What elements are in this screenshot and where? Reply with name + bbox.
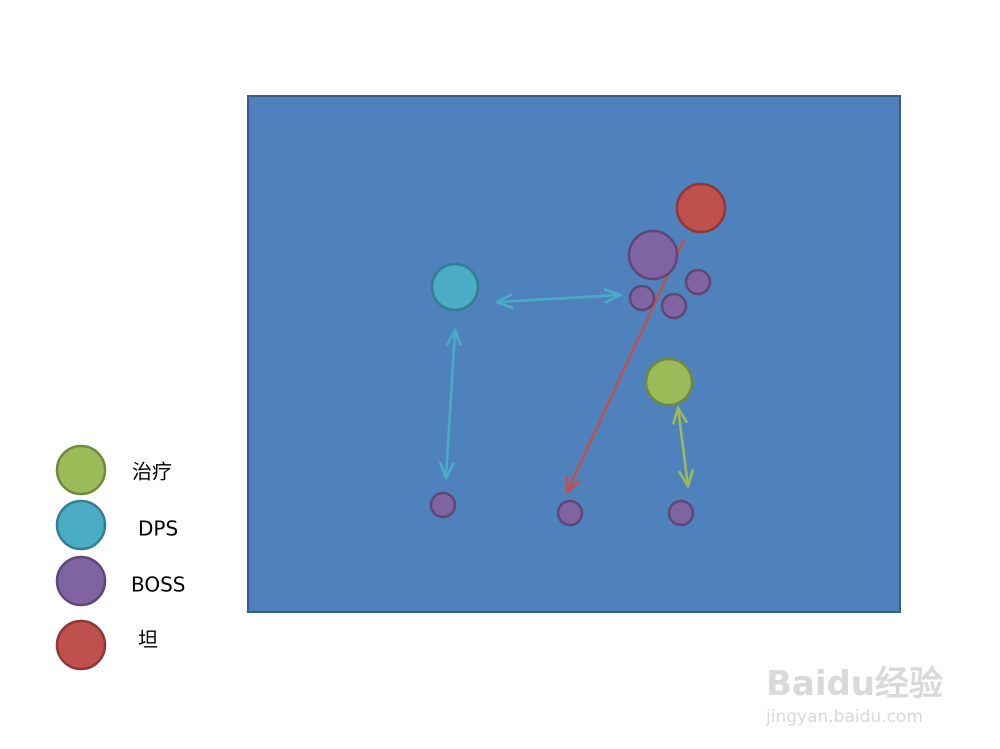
boss (667, 499, 695, 527)
units (429, 182, 727, 527)
legend-label: 治疗 (132, 460, 172, 484)
boss (660, 292, 688, 320)
tank (675, 182, 727, 234)
legend-swatch (55, 444, 107, 496)
legend-label: BOSS (131, 573, 186, 597)
boss (628, 284, 656, 312)
legend-swatch (55, 619, 107, 671)
boss (627, 229, 679, 281)
dps (430, 262, 480, 312)
boss (684, 268, 712, 296)
arrow (678, 408, 688, 486)
boss (556, 499, 584, 527)
legend-swatch (55, 499, 107, 551)
legend-label: DPS (138, 517, 178, 541)
healer (644, 357, 694, 407)
arrow (497, 295, 620, 302)
legend-swatch (55, 555, 107, 607)
watermark-brand: Baidu经验 (766, 664, 943, 704)
legend (55, 444, 107, 671)
field (247, 95, 901, 613)
arrow (446, 330, 455, 478)
watermark-url: jingyan.baidu.com (765, 707, 923, 727)
arrow (567, 239, 686, 492)
boss (429, 491, 457, 519)
legend-label: 坦 (138, 628, 158, 652)
